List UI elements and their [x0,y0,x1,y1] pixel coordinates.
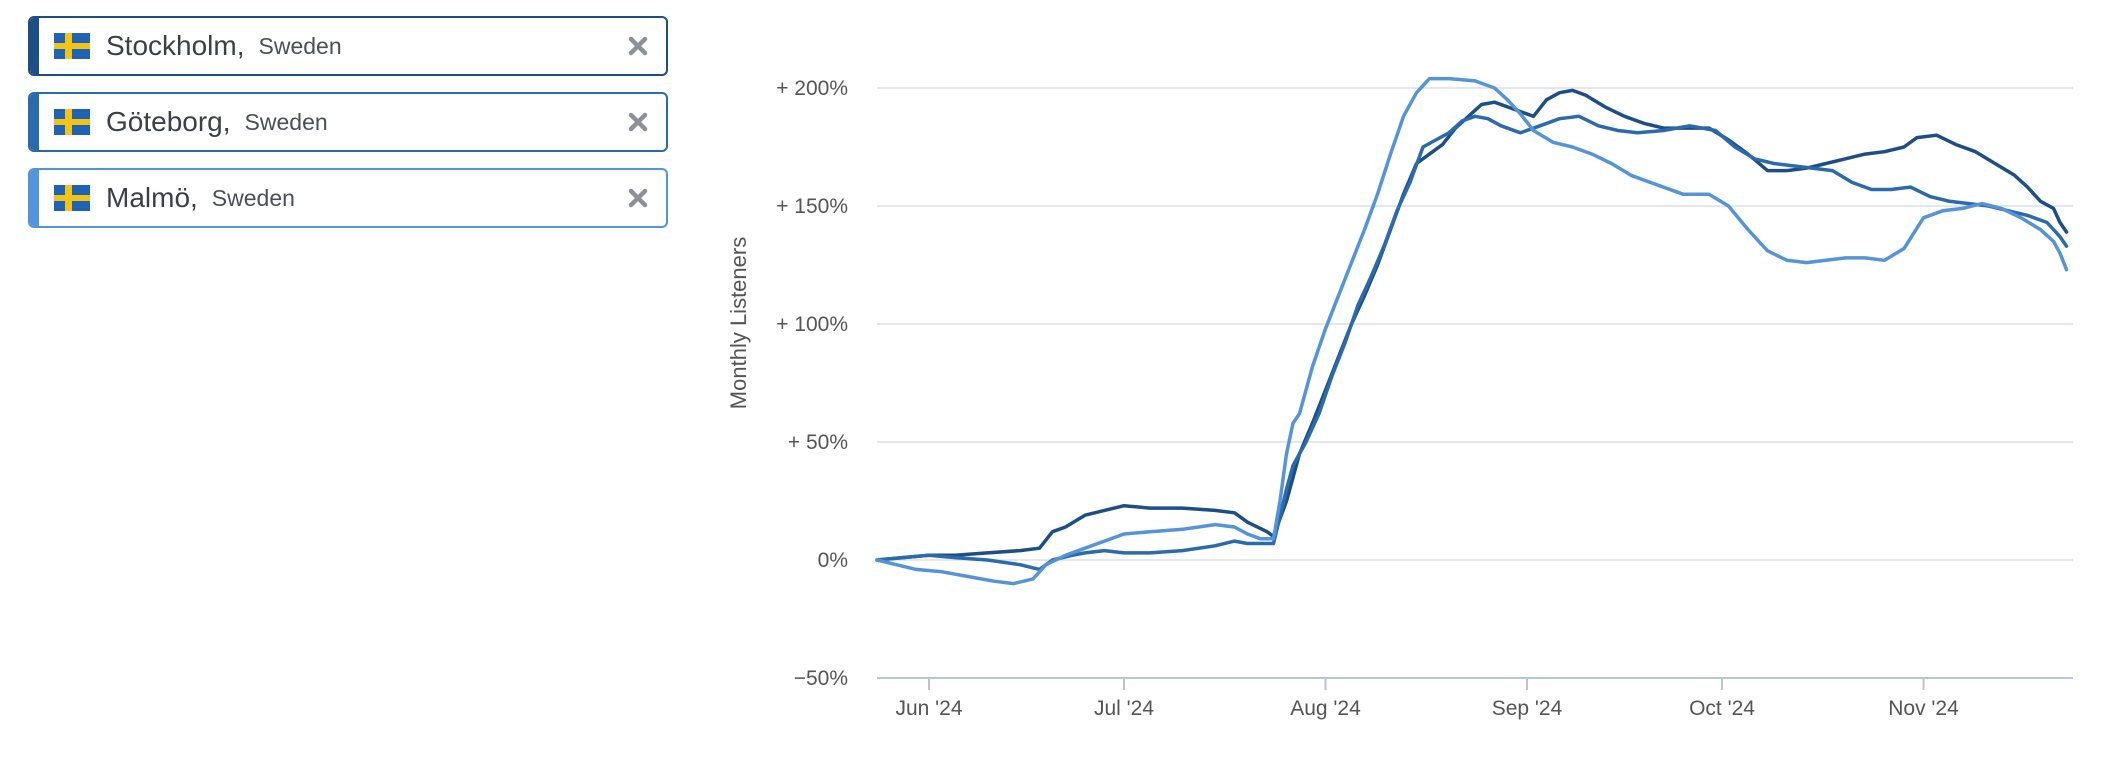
remove-city-button[interactable] [620,180,656,216]
chip-accent-bar [30,94,39,150]
country-name: Sweden [244,108,328,135]
chip-accent-bar [30,18,39,74]
close-icon [628,188,648,208]
x-tick-label: Oct '24 [1689,697,1755,720]
y-tick-label: + 150% [776,195,848,218]
city-name: Stockholm, [106,30,245,61]
series-line-stockholm [875,88,2069,562]
grid-lines [877,87,2073,561]
y-axis-title: Monthly Listeners [726,237,751,409]
y-tick-label: + 200% [776,77,848,100]
close-icon [628,112,648,132]
x-axis: Jun '24 Jul '24 Aug '24 Sep '24 Oct '24 Nov '… [877,677,2073,720]
city-name: Göteborg, [106,106,231,137]
series-line-malm [875,76,2069,586]
close-icon [628,36,648,56]
x-tick-label: Jul '24 [1094,697,1154,720]
x-tick-label: Nov '24 [1888,697,1959,720]
city-chip-stockholm[interactable]: Stockholm, Sweden [28,16,668,76]
x-tick-label: Aug '24 [1290,697,1361,720]
series-line-gteborg [875,114,2069,572]
city-chip-malmo[interactable]: Malmö, Sweden [28,168,668,228]
remove-city-button[interactable] [620,104,656,140]
y-tick-label: + 100% [776,313,848,336]
sweden-flag-icon [54,33,90,59]
city-list: Stockholm, Sweden Göteborg, Sweden Malmö… [28,16,668,244]
y-tick-label: + 50% [788,431,848,454]
y-tick-label: −50% [794,667,848,690]
country-name: Sweden [258,32,342,59]
city-chip-goteborg[interactable]: Göteborg, Sweden [28,92,668,152]
chip-accent-bar [30,170,39,226]
x-tick-label: Jun '24 [895,697,962,720]
series-lines [875,76,2069,586]
y-axis-ticks: −50% 0% + 50% + 100% + 150% + 200% [776,77,848,690]
x-tick-label: Sep '24 [1492,697,1563,720]
sweden-flag-icon [54,109,90,135]
city-name: Malmö, [106,182,198,213]
country-name: Sweden [211,184,295,211]
remove-city-button[interactable] [620,28,656,64]
y-tick-label: 0% [818,549,848,572]
sweden-flag-icon [54,185,90,211]
